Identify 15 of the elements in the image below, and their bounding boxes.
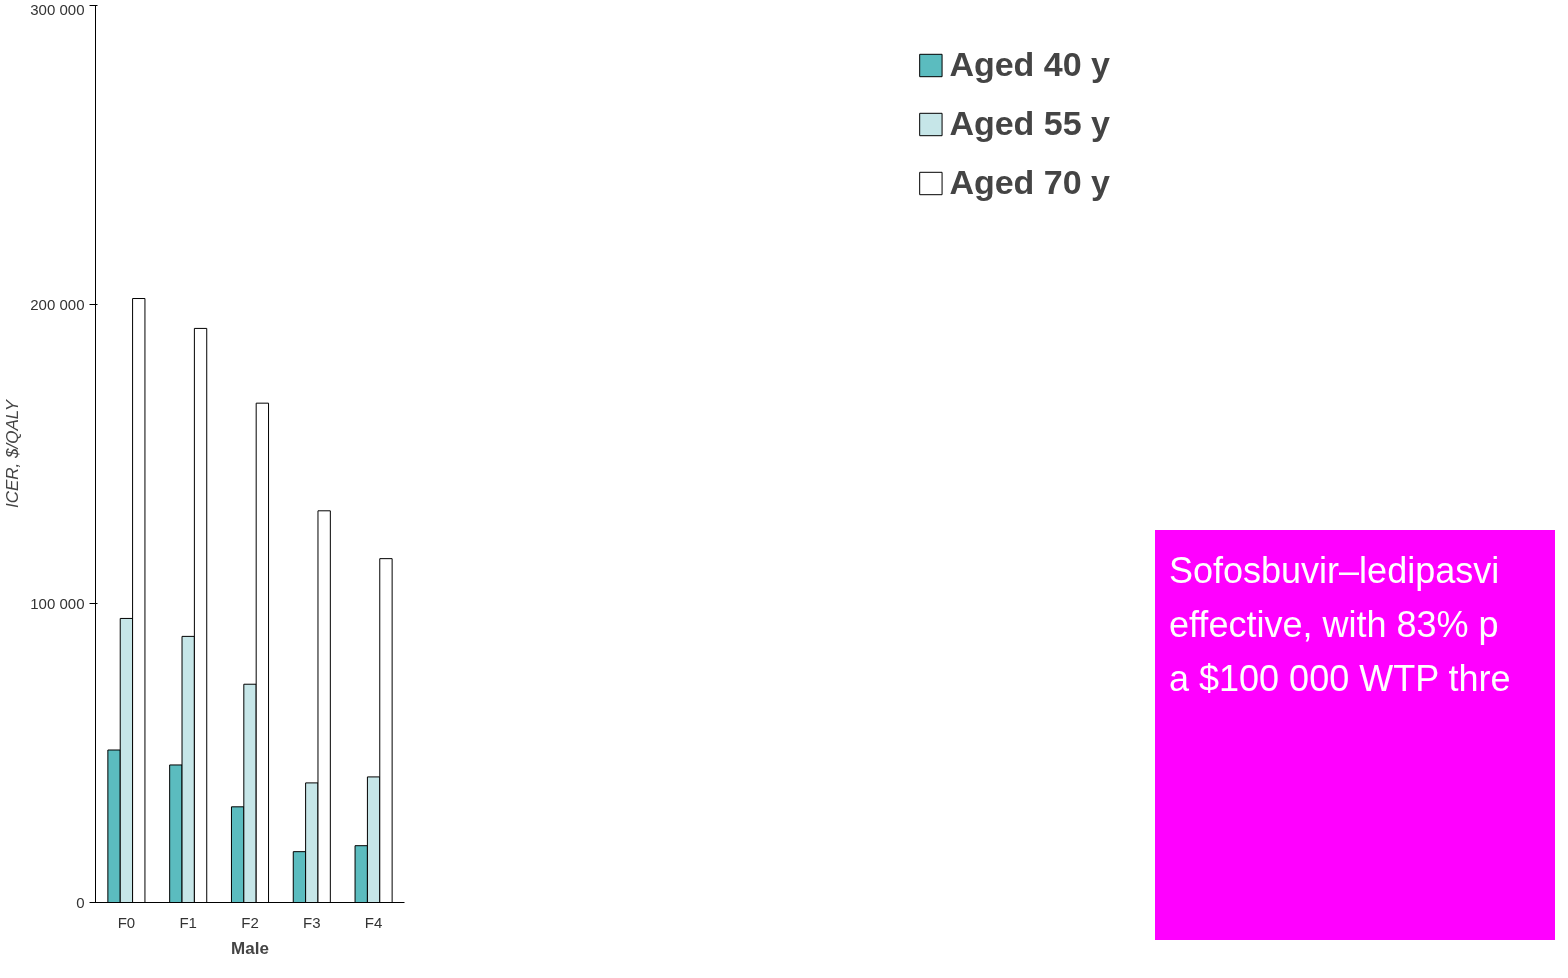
x-tick-label: F0 xyxy=(117,913,136,931)
y-tick-label: 300 000 xyxy=(30,0,85,18)
x-tick-label: F2 xyxy=(241,913,259,931)
y-axis-title: ICER, $/QALY xyxy=(3,398,23,509)
x-axis-title: Male xyxy=(231,938,269,958)
x-tick-label: F4 xyxy=(364,913,383,931)
legend-label: Aged 55 y xyxy=(949,104,1110,143)
x-tick-label: F1 xyxy=(179,913,197,931)
y-tick-label: 0 xyxy=(76,894,85,911)
legend-label: Aged 70 y xyxy=(949,163,1110,202)
text: Sofosbuvir–ledipasvi effective, with 83% p a $100 000 WTP thre xyxy=(1169,549,1511,701)
y-tick-label: 100 000 xyxy=(30,595,85,612)
legend-label: Aged 40 y xyxy=(949,45,1110,84)
y-tick-label: 200 000 xyxy=(30,296,85,313)
x-tick-label: F3 xyxy=(303,913,321,931)
